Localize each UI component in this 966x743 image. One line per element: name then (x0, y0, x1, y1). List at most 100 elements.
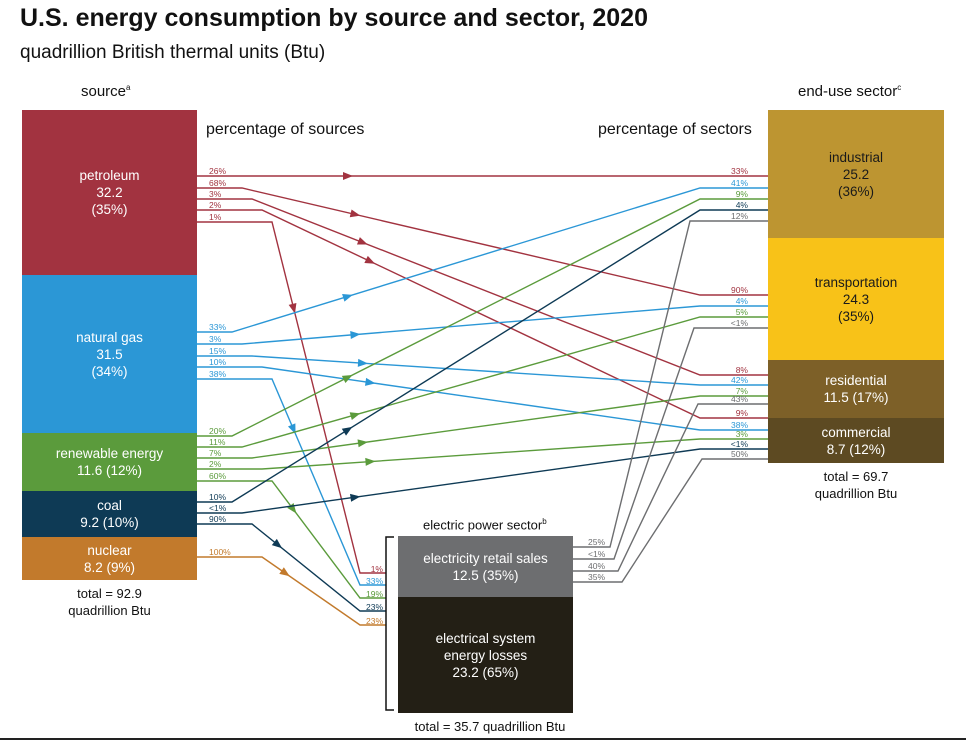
source-renewable: renewable energy 11.6 (12%) (22, 433, 197, 491)
source-petroleum-value: 32.2 (96, 185, 123, 200)
flow-line (197, 305, 768, 345)
source-coal-name: coal (97, 498, 122, 513)
flow-sector-pct: 33% (731, 166, 748, 176)
flow-line (197, 480, 386, 599)
flow-sector-pct: 90% (731, 285, 748, 295)
source-natural-gas-share: (34%) (91, 363, 128, 379)
sector-transportation-name: transportation (814, 274, 898, 290)
electric-footnote-mark: b (542, 517, 547, 526)
flow-electric-pct: 33% (366, 576, 383, 586)
electric-losses-label-2: energy losses (443, 647, 528, 663)
flow-line (197, 556, 386, 626)
flow-line-arrow (288, 302, 297, 314)
flow-source-pct: 60% (209, 471, 226, 481)
electric-losses-value: 23.2 (65%) (452, 664, 519, 680)
flow-line-arrow (271, 538, 283, 549)
flow-source-pct: 3% (209, 189, 222, 199)
source-total-line1: total = 92.9 (77, 586, 142, 601)
flow-source-pct: 1% (209, 212, 222, 222)
electric-bracket (385, 536, 394, 711)
sector-header: end-use sectorc (798, 83, 901, 100)
flow-sector-pct: <1% (731, 439, 749, 449)
source-header-label: source (81, 83, 127, 100)
sector-commercial-name: commercial (821, 424, 891, 440)
flow-line (197, 438, 768, 470)
source-footnote-mark: a (126, 83, 131, 92)
flow-source-pct: 90% (209, 514, 226, 524)
flow-line (197, 378, 386, 586)
source-petroleum-name: petroleum (79, 168, 140, 183)
source-natural-gas-value: 31.5 (96, 346, 123, 362)
flow-electric-pct: 23% (366, 602, 383, 612)
flow-line-arrow (349, 412, 361, 420)
electric-header-label: electric power sector (423, 517, 543, 533)
electric-flow-source-pct: 25% (588, 537, 605, 547)
electric-flow-line (573, 458, 768, 583)
electric-flow-source-pct: 40% (588, 561, 605, 571)
flow-sector-pct: 9% (736, 189, 749, 199)
flow-sector-pct: 8% (736, 365, 749, 375)
electric-flow-source-pct: <1% (588, 549, 606, 559)
sector-transportation-value: 24.3 (842, 291, 870, 307)
flow-source-pct: 26% (209, 166, 226, 176)
electric-flow-sector-pct: <1% (731, 318, 749, 328)
source-nuclear: nuclear 8.2 (9%) (22, 537, 197, 580)
flow-source-pct: 11% (209, 437, 226, 447)
sector-transportation: transportation 24.3 (35%) (768, 238, 944, 360)
flow-sector-pct: 7% (736, 386, 749, 396)
source-coal-value: 9.2 (10%) (80, 515, 139, 530)
pct-sources-label: percentage of sources (206, 121, 365, 138)
source-total: total = 92.9 quadrillion Btu (22, 585, 197, 619)
flow-line-arrow (343, 172, 353, 180)
flow-sector-pct: 4% (736, 200, 749, 210)
source-header: sourcea (81, 83, 130, 100)
sector-industrial: industrial 25.2 (36%) (768, 110, 944, 238)
flow-line-arrow (357, 439, 368, 448)
flow-line-arrow (341, 426, 353, 436)
electric-flow-sector-pct: 43% (731, 394, 748, 404)
flow-source-pct: 2% (209, 200, 222, 210)
sector-industrial-value: 25.2 (842, 166, 870, 182)
flow-line (197, 523, 386, 612)
electric-retail-label: electricity retail sales (423, 550, 548, 566)
source-natural-gas-name: natural gas (76, 329, 143, 345)
electric-flow-sector-pct: 50% (731, 449, 748, 459)
flow-source-pct: 7% (209, 448, 222, 458)
flow-source-pct: 15% (209, 346, 226, 356)
sector-industrial-share: (36%) (837, 183, 874, 199)
source-nuclear-value: 8.2 (9%) (83, 559, 136, 575)
electric-flow-sector-pct: 12% (731, 211, 748, 221)
flow-source-pct: 2% (209, 459, 222, 469)
page-title: U.S. energy consumption by source and se… (20, 4, 648, 32)
flow-line-arrow (279, 567, 290, 577)
flow-line-arrow (341, 374, 353, 384)
sector-transportation-share: (35%) (837, 308, 874, 324)
sector-total-line1: total = 69.7 (823, 469, 889, 484)
sector-residential-name: residential (825, 373, 887, 388)
flow-line (197, 187, 768, 333)
sector-industrial-name: industrial (828, 149, 884, 165)
sector-commercial: commercial 8.7 (12%) (768, 418, 944, 463)
flow-line (197, 448, 768, 514)
sector-residential-value: 11.5 (17%) (823, 390, 889, 405)
sector-total: total = 69.7 quadrillion Btu (768, 468, 944, 502)
flow-line (197, 209, 768, 419)
flow-line (197, 316, 768, 448)
flow-source-pct: 20% (209, 426, 226, 436)
flow-source-pct: 10% (209, 492, 226, 502)
source-renewable-name: renewable energy (55, 446, 164, 461)
flow-line-arrow (364, 255, 376, 264)
flow-line-arrow (342, 293, 353, 302)
sector-footnote-mark: c (897, 83, 902, 92)
sector-commercial-value: 8.7 (12%) (826, 441, 886, 457)
flow-line (197, 221, 386, 574)
flow-source-pct: 3% (209, 334, 222, 344)
source-petroleum-share: (35%) (91, 202, 128, 217)
flow-source-pct: 68% (209, 178, 226, 188)
flow-line-arrow (364, 377, 376, 386)
flow-sector-pct: 9% (736, 408, 749, 418)
flow-sector-pct: 5% (736, 307, 749, 317)
flow-line (197, 198, 768, 376)
electric-flow-line (573, 403, 768, 572)
